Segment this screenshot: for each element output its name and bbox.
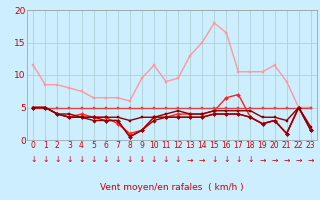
Text: ↓: ↓: [151, 156, 157, 164]
Text: →: →: [308, 156, 314, 164]
Text: →: →: [284, 156, 290, 164]
Text: ↓: ↓: [54, 156, 60, 164]
Text: →: →: [187, 156, 193, 164]
Text: ↓: ↓: [115, 156, 121, 164]
Text: →: →: [259, 156, 266, 164]
Text: ↓: ↓: [235, 156, 242, 164]
Text: ↓: ↓: [66, 156, 73, 164]
Text: →: →: [271, 156, 278, 164]
Text: ↓: ↓: [90, 156, 97, 164]
Text: ↓: ↓: [42, 156, 49, 164]
Text: ↓: ↓: [175, 156, 181, 164]
Text: ↓: ↓: [30, 156, 36, 164]
Text: Vent moyen/en rafales  ( km/h ): Vent moyen/en rafales ( km/h ): [100, 183, 244, 192]
Text: ↓: ↓: [163, 156, 169, 164]
Text: ↓: ↓: [139, 156, 145, 164]
Text: ↓: ↓: [211, 156, 217, 164]
Text: ↓: ↓: [78, 156, 85, 164]
Text: ↓: ↓: [102, 156, 109, 164]
Text: ↓: ↓: [127, 156, 133, 164]
Text: →: →: [295, 156, 302, 164]
Text: ↓: ↓: [223, 156, 229, 164]
Text: ↓: ↓: [247, 156, 254, 164]
Text: →: →: [199, 156, 205, 164]
